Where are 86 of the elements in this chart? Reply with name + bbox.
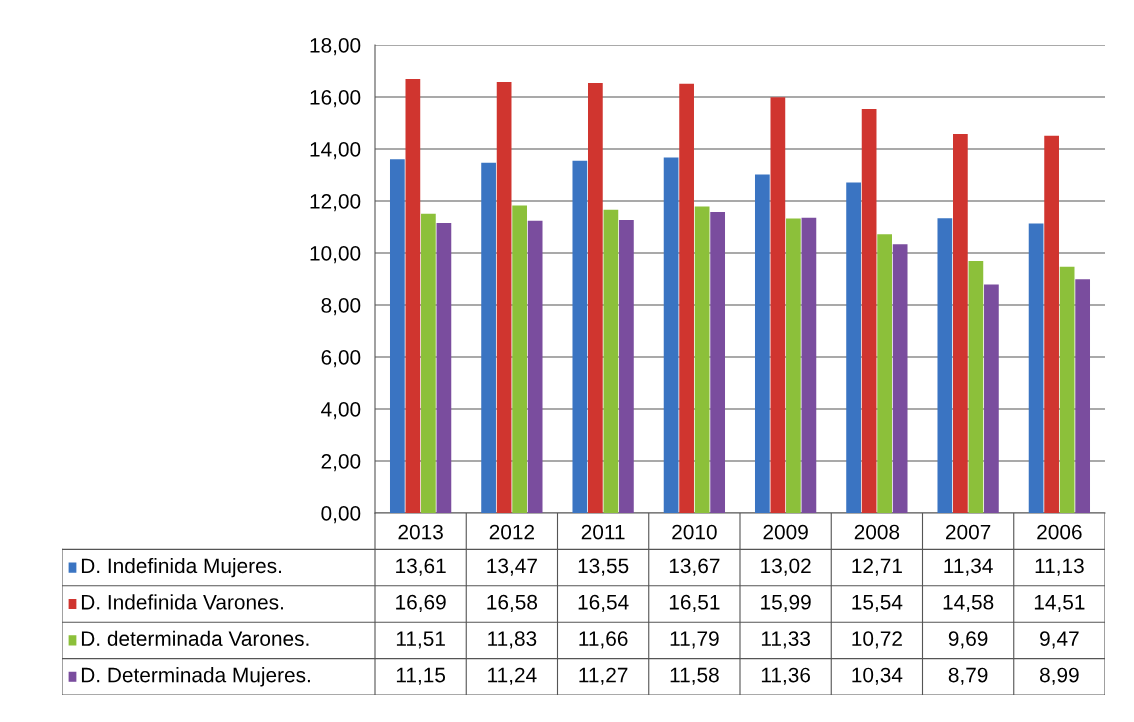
data-label: 11,79 [670,631,719,649]
x-tick-label: 2007 [946,524,991,540]
x-tick-label: 2011 [581,524,625,540]
y-tick-label: 2,00 [321,454,361,472]
bar [861,108,877,513]
bar [953,133,968,513]
data-label: 9,47 [1040,631,1079,649]
data-label: 11,66 [579,631,628,649]
data-label: 11,34 [944,558,993,576]
bar [846,182,861,513]
data-label: 11,36 [761,667,811,685]
data-label: 15,99 [761,594,811,613]
bar [436,223,452,513]
data-label: 13,61 [396,558,446,576]
bar [937,218,953,513]
data-label: 13,55 [578,558,629,576]
data-label: 11,33 [761,631,811,649]
data-label: 16,54 [578,594,629,613]
y-tick-label: 14,00 [310,142,361,160]
bar [710,211,726,513]
legend-label: D. determinada Varones. [81,630,309,646]
bar [496,81,512,513]
bar [603,209,619,513]
bar [421,213,436,513]
bar [1028,223,1044,513]
y-tick-label: 0,00 [321,506,361,524]
data-label: 12,71 [852,558,902,576]
bar [389,159,405,513]
x-tick-label: 2012 [489,524,534,540]
bar [984,284,999,513]
data-label: 15,54 [852,595,903,613]
bar [1044,135,1059,513]
bar [968,261,984,513]
data-label: 13,47 [487,558,537,576]
bar [527,220,543,513]
bar [892,244,908,513]
y-tick-label: 6,00 [321,350,361,368]
bar [512,205,527,513]
bar [619,219,634,513]
data-label: 16,58 [487,594,538,613]
legend-label: D. Determinada Mujeres. [81,667,310,687]
bar [405,79,421,513]
data-label: 10,72 [852,631,902,649]
data-label: 13,67 [669,558,720,576]
bar [754,174,770,513]
x-tick-label: 2006 [1037,524,1082,540]
bar [663,157,679,513]
data-label: 11,27 [579,667,628,685]
bar [877,234,892,513]
data-label: 11,83 [488,631,537,649]
y-tick-label: 4,00 [321,402,361,420]
x-tick-label: 2010 [672,524,717,540]
data-label: 14,51 [1034,595,1085,613]
bar [481,162,496,513]
bar [588,82,603,513]
bar [572,160,588,513]
y-tick-label: 10,00 [310,246,361,264]
data-label: 8,79 [948,667,988,685]
x-tick-label: 2013 [398,524,443,540]
bar [679,83,694,513]
y-tick-label: 12,00 [310,194,361,212]
data-label: 11,24 [488,667,537,685]
bar [1075,279,1091,513]
data-label: 11,58 [670,667,719,685]
bar [694,206,710,513]
data-label: 8,99 [1040,667,1079,685]
y-tick-label: 18,00 [310,38,361,56]
legend-label: D. Indefinida Varones. [81,594,283,610]
data-label: 16,51 [669,594,720,613]
data-label: 14,58 [943,594,994,613]
data-label: 16,69 [396,594,446,613]
data-label: 9,69 [948,631,988,649]
y-tick-label: 16,00 [310,90,361,108]
x-tick-label: 2009 [763,524,808,540]
data-label: 11,51 [396,631,445,649]
data-label: 13,02 [761,558,811,576]
data-label: 11,15 [396,667,446,685]
bar [786,218,801,513]
bar [1059,266,1075,513]
legend-label: D. Indefinida Mujeres. [81,557,281,578]
bar [801,217,817,513]
bar [770,97,786,513]
data-label: 11,13 [1035,558,1084,576]
data-label: 10,34 [852,667,903,685]
x-tick-label: 2008 [854,524,900,540]
y-tick-label: 8,00 [321,298,361,316]
